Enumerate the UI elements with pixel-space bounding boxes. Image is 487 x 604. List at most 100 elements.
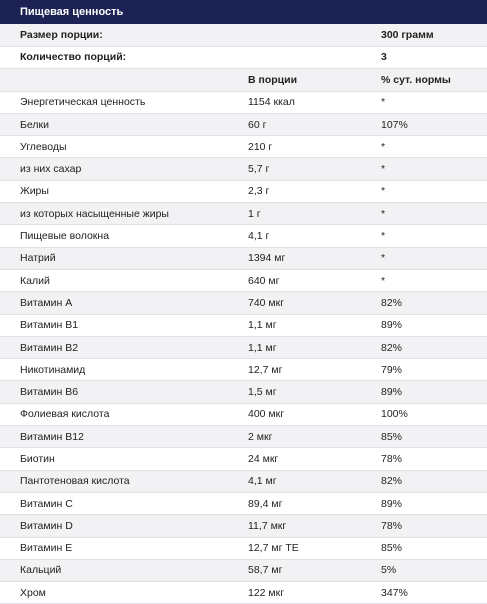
nutrient-name: Витамин D bbox=[20, 519, 73, 532]
serving-size-value: 300 грамм bbox=[381, 28, 434, 41]
table-row: из них сахар 5,7 г * bbox=[0, 158, 487, 181]
nutrient-amount: 1,5 мг bbox=[248, 386, 277, 399]
nutrient-amount: 12,7 мг TE bbox=[248, 542, 299, 555]
nutrient-amount: 58,7 мг bbox=[248, 564, 283, 577]
nutrient-daily-value: * bbox=[381, 230, 386, 243]
nutrient-amount: 4,1 г bbox=[248, 230, 270, 243]
nutrient-daily-value: * bbox=[381, 185, 386, 198]
nutrient-amount: 1,1 мг bbox=[248, 341, 277, 354]
nutrient-name: Витамин C bbox=[20, 497, 73, 510]
nutrient-amount: 640 мг bbox=[248, 274, 280, 287]
column-header-row: В порции % сут. нормы bbox=[0, 69, 487, 92]
nutrient-daily-value: * bbox=[381, 140, 386, 153]
nutrient-name: Никотинамид bbox=[20, 363, 86, 376]
nutrient-amount: 1154 ккал bbox=[248, 96, 295, 109]
nutrient-daily-value: * bbox=[381, 274, 386, 287]
nutrient-amount: 11,7 мкг bbox=[248, 519, 287, 532]
nutrient-amount: 24 мкг bbox=[248, 452, 279, 465]
nutrient-amount: 400 мкг bbox=[248, 408, 285, 421]
table-row: Калий 640 мг * bbox=[0, 270, 487, 293]
panel-title: Пищевая ценность bbox=[0, 0, 487, 24]
table-row: Никотинамид 12,7 мг 79% bbox=[0, 359, 487, 382]
nutrient-daily-value: * bbox=[381, 96, 386, 109]
servings-count-row: Количество порций: 3 bbox=[0, 47, 487, 69]
nutrient-name: Белки bbox=[20, 118, 49, 131]
nutrient-name: Хром bbox=[20, 586, 46, 599]
nutrient-daily-value: 5% bbox=[381, 564, 397, 577]
nutrient-daily-value: * bbox=[381, 252, 386, 265]
table-row: Жиры 2,3 г * bbox=[0, 181, 487, 204]
table-row: Кальций 58,7 мг 5% bbox=[0, 559, 487, 583]
nutrient-name: Калий bbox=[20, 274, 50, 287]
table-row: Фолиевая кислота 400 мкг 100% bbox=[0, 404, 487, 427]
nutrient-daily-value: 78% bbox=[381, 452, 403, 465]
nutrient-amount: 740 мкг bbox=[248, 296, 285, 309]
nutrient-daily-value: 78% bbox=[381, 519, 403, 532]
table-row: Натрий 1394 мг * bbox=[0, 247, 487, 270]
table-row: Витамин B6 1,5 мг 89% bbox=[0, 381, 487, 404]
table-row: Пищевые волокна 4,1 г * bbox=[0, 225, 487, 248]
nutrient-name: Витамин B1 bbox=[20, 319, 79, 332]
nutrient-daily-value: 82% bbox=[381, 475, 403, 488]
nutrient-daily-value: 89% bbox=[381, 497, 403, 510]
nutrient-name: из них сахар bbox=[20, 163, 82, 176]
nutrient-daily-value: 89% bbox=[381, 319, 403, 332]
nutrient-daily-value: 100% bbox=[381, 408, 408, 421]
nutrient-daily-value: 85% bbox=[381, 542, 403, 555]
servings-count-label: Количество порций: bbox=[20, 51, 127, 64]
nutrient-amount: 210 г bbox=[248, 140, 273, 153]
nutrient-name: Биотин bbox=[20, 452, 55, 465]
nutrient-daily-value: * bbox=[381, 207, 386, 220]
nutrient-name: Витамин E bbox=[20, 542, 73, 555]
serving-size-label: Размер порции: bbox=[20, 28, 103, 41]
nutrient-amount: 122 мкг bbox=[248, 586, 285, 599]
nutrient-name: Витамин B12 bbox=[20, 430, 84, 443]
nutrient-amount: 4,1 мг bbox=[248, 475, 277, 488]
table-row: из которых насыщенные жиры 1 г * bbox=[0, 203, 487, 226]
nutrient-amount: 12,7 мг bbox=[248, 363, 283, 376]
nutrient-amount: 1394 мг bbox=[248, 252, 286, 265]
nutrient-daily-value: 82% bbox=[381, 296, 403, 309]
nutrient-amount: 60 г bbox=[248, 118, 267, 131]
table-row: Витамин A 740 мкг 82% bbox=[0, 292, 487, 315]
nutrient-name: Кальций bbox=[20, 564, 62, 577]
nutrient-amount: 2 мкг bbox=[248, 430, 273, 443]
nutrient-name: Витамин B2 bbox=[20, 341, 79, 354]
nutrient-name: Пантотеновая кислота bbox=[20, 475, 130, 488]
serving-size-row: Размер порции: 300 грамм bbox=[0, 24, 487, 47]
nutrient-daily-value: 107% bbox=[381, 118, 408, 131]
nutrient-daily-value: 89% bbox=[381, 386, 403, 399]
column-header-daily-value: % сут. нормы bbox=[381, 73, 451, 86]
nutrient-rows: Энергетическая ценность 1154 ккал * Белки 60… bbox=[0, 92, 487, 604]
nutrient-name: из которых насыщенные жиры bbox=[20, 207, 169, 220]
nutrient-daily-value: 347% bbox=[381, 586, 408, 599]
table-row: Углеводы 210 г * bbox=[0, 136, 487, 159]
nutrient-daily-value: 85% bbox=[381, 430, 403, 443]
table-row: Пантотеновая кислота 4,1 мг 82% bbox=[0, 470, 487, 493]
table-row: Энергетическая ценность 1154 ккал * bbox=[0, 92, 487, 114]
nutrient-amount: 89,4 мг bbox=[248, 497, 283, 510]
table-row: Витамин B2 1,1 мг 82% bbox=[0, 336, 487, 360]
nutrient-name: Витамин B6 bbox=[20, 386, 79, 399]
table-row: Витамин C 89,4 мг 89% bbox=[0, 493, 487, 516]
table-row: Белки 60 г 107% bbox=[0, 113, 487, 137]
nutrient-name: Фолиевая кислота bbox=[20, 408, 110, 421]
nutrient-name: Энергетическая ценность bbox=[20, 96, 146, 109]
nutrient-amount: 5,7 г bbox=[248, 163, 270, 176]
nutrient-amount: 1,1 мг bbox=[248, 319, 277, 332]
table-row: Биотин 24 мкг 78% bbox=[0, 448, 487, 471]
table-row: Витамин B12 2 мкг 85% bbox=[0, 426, 487, 449]
table-row: Хром 122 мкг 347% bbox=[0, 582, 487, 604]
nutrient-name: Пищевые волокна bbox=[20, 230, 110, 243]
nutrient-name: Жиры bbox=[20, 185, 49, 198]
nutrient-name: Натрий bbox=[20, 252, 56, 265]
nutrient-name: Углеводы bbox=[20, 140, 67, 153]
nutrient-amount: 1 г bbox=[248, 207, 261, 220]
nutrient-daily-value: 82% bbox=[381, 341, 403, 354]
nutrient-daily-value: * bbox=[381, 163, 386, 176]
table-row: Витамин E 12,7 мг TE 85% bbox=[0, 538, 487, 560]
nutrient-name: Витамин A bbox=[20, 296, 73, 309]
servings-count-value: 3 bbox=[381, 51, 387, 64]
nutrient-amount: 2,3 г bbox=[248, 185, 270, 198]
